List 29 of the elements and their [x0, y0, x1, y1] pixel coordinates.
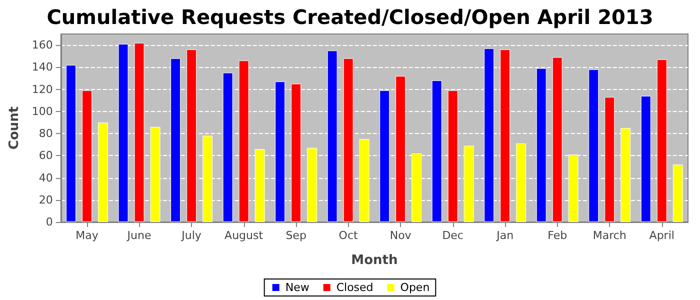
x-tick-label: Nov [390, 229, 412, 242]
y-tick-label: 80 [38, 127, 53, 140]
legend-label: Open [400, 281, 430, 294]
y-tick-label: 40 [38, 171, 53, 184]
x-tick-label: April [649, 229, 674, 242]
x-tick-label: Sep [286, 229, 306, 242]
x-tick-label: March [592, 229, 626, 242]
x-axis-title: Month [351, 253, 398, 268]
y-tick-label: 0 [46, 216, 53, 228]
y-tick-label: 140 [32, 60, 53, 74]
legend-label: Closed [336, 281, 374, 294]
y-tick-label: 120 [32, 82, 53, 96]
chart-title: Cumulative Requests Created/Closed/Open April 2013 [46, 5, 654, 29]
x-tick-label: Dec [442, 229, 464, 242]
x-tick-label: June [126, 229, 152, 242]
y-tick-label: 160 [32, 38, 53, 52]
x-tick-label: July [180, 229, 202, 242]
bar [307, 148, 318, 222]
x-tick-label: Jan [496, 229, 514, 242]
y-tick-label: 20 [38, 193, 53, 206]
x-tick-label: Feb [548, 229, 568, 242]
legend-label: New [285, 281, 310, 294]
bar [672, 164, 683, 222]
y-tick-label: 60 [38, 149, 53, 162]
y-tick-label: 100 [32, 104, 53, 118]
x-tick-label: Oct [338, 229, 359, 242]
x-tick-label: August [224, 229, 264, 242]
x-tick-label: May [76, 229, 99, 242]
y-axis-title: Count [7, 106, 22, 150]
